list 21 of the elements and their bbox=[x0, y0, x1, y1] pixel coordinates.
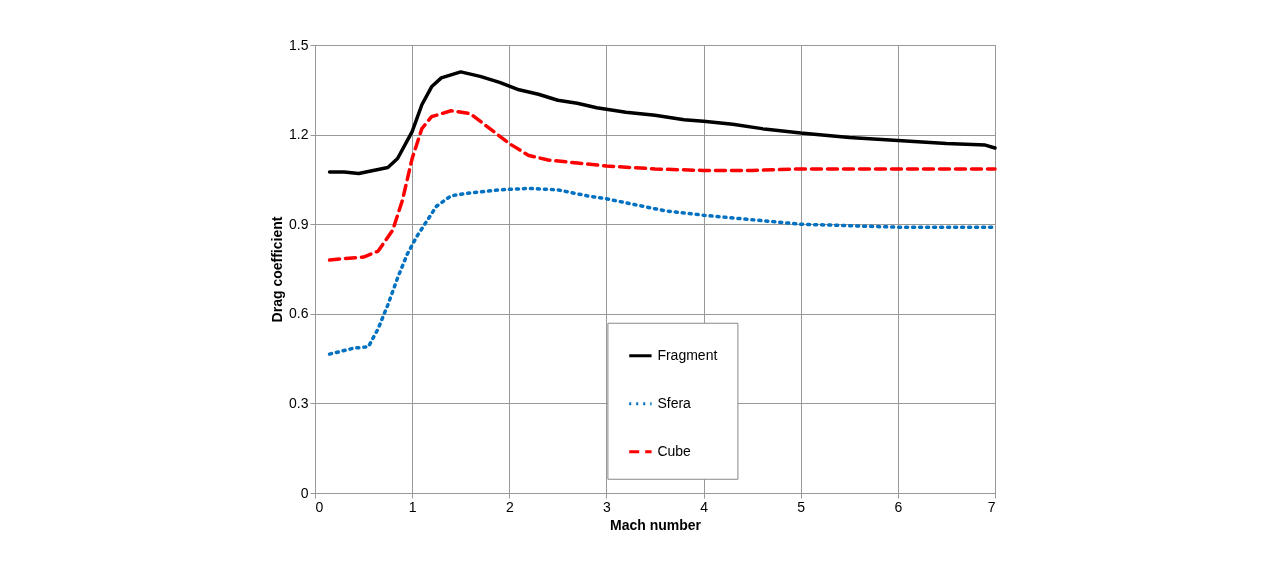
x-axis-title: Mach number bbox=[609, 516, 702, 533]
y-tick-label: 0 bbox=[300, 484, 309, 501]
x-tick-label: 4 bbox=[700, 498, 709, 515]
x-tick-label: 0 bbox=[315, 498, 324, 515]
line-series bbox=[327, 108, 997, 262]
x-tick-label: 5 bbox=[797, 498, 806, 515]
y-tick-label: 0.9 bbox=[289, 215, 309, 232]
legend-label: Fragment bbox=[657, 346, 718, 363]
legend-label: Cube bbox=[657, 442, 692, 459]
y-tick-label: 0.3 bbox=[289, 394, 309, 411]
y-tick-label: 1.5 bbox=[289, 36, 309, 53]
legend-label: Sfera bbox=[657, 394, 692, 411]
y-tick-label: 1.2 bbox=[289, 126, 309, 143]
x-tick-label: 2 bbox=[505, 498, 514, 515]
y-axis-title: Drag coefficient bbox=[269, 216, 286, 323]
y-tick-label: 0.6 bbox=[289, 305, 309, 322]
line-series bbox=[327, 70, 997, 176]
x-tick-label: 6 bbox=[894, 498, 903, 515]
x-tick-label: 3 bbox=[603, 498, 612, 515]
x-tick-label: 7 bbox=[987, 498, 996, 515]
x-tick-label: 1 bbox=[408, 498, 417, 515]
